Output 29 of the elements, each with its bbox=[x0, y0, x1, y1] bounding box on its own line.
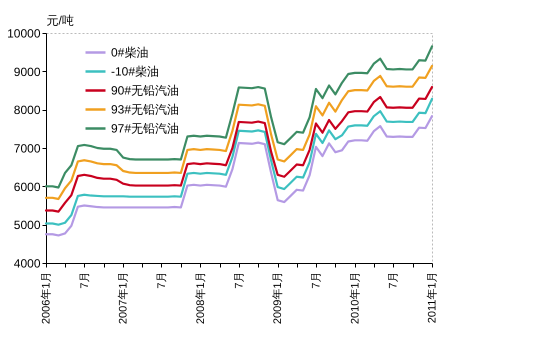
x-tick-label: 7月 bbox=[310, 272, 322, 289]
line-series bbox=[44, 45, 434, 189]
y-tick-label: 8000 bbox=[14, 103, 41, 118]
legend-label: 0#柴油 bbox=[111, 46, 148, 60]
line-series bbox=[44, 98, 434, 226]
line-series bbox=[44, 115, 434, 236]
x-tick-label: 2010年1月 bbox=[349, 272, 362, 324]
y-tick-label: 9000 bbox=[14, 64, 41, 79]
y-tick-label: 7000 bbox=[14, 142, 41, 156]
x-tick-label: 2006年1月 bbox=[40, 272, 52, 324]
y-tick-label: 5000 bbox=[14, 218, 41, 232]
x-tick-label: 2007年1月 bbox=[118, 272, 130, 324]
x-tick-label: 7月 bbox=[156, 272, 168, 289]
legend-label: -10#柴油 bbox=[111, 64, 160, 78]
legend-label: 97#无铅汽油 bbox=[111, 122, 180, 136]
y-tick-label: 4000 bbox=[14, 256, 41, 270]
x-tick-label: 7月 bbox=[78, 272, 91, 289]
y-tick-label: 6000 bbox=[14, 180, 41, 194]
x-tick-label: 2008年1月 bbox=[194, 272, 207, 324]
line-series bbox=[44, 64, 434, 200]
y-axis-title: 元/吨 bbox=[46, 14, 74, 28]
x-tick-label: 7月 bbox=[388, 272, 400, 289]
legend-label: 93#无铅汽油 bbox=[111, 102, 180, 116]
y-tick-label: 10000 bbox=[7, 26, 41, 40]
x-tick-label: 2009年1月 bbox=[272, 272, 284, 324]
x-tick-label: 7月 bbox=[233, 272, 246, 289]
x-tick-label: 2011年1月 bbox=[426, 272, 438, 324]
legend-label: 90#无铅汽油 bbox=[111, 84, 180, 98]
line-series bbox=[44, 86, 434, 213]
